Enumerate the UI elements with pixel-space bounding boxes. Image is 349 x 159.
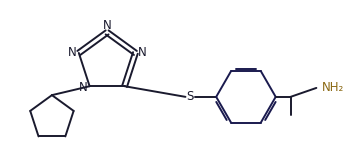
Text: N: N (103, 19, 111, 32)
Text: N: N (67, 46, 76, 59)
Text: S: S (187, 90, 194, 103)
Text: N: N (79, 81, 88, 94)
Text: N: N (138, 46, 147, 59)
Text: NH₂: NH₂ (322, 81, 344, 94)
